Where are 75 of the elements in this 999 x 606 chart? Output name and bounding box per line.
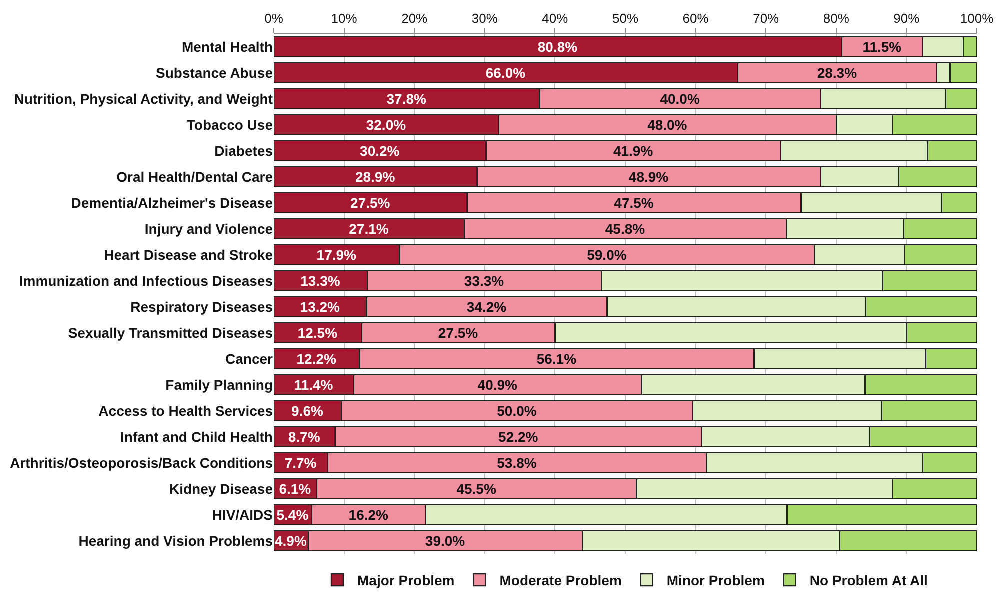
data-label: 30.2% xyxy=(360,143,400,159)
y-tick-label: Injury and Violence xyxy=(144,220,274,237)
x-tick-label: 70% xyxy=(753,10,780,26)
data-label: 8.7% xyxy=(288,429,321,445)
y-tick-label: Dementia/Alzheimer's Disease xyxy=(71,194,274,211)
legend-label: Major Problem xyxy=(358,572,455,588)
x-tick-label: 20% xyxy=(402,10,428,26)
data-label: 4.9% xyxy=(274,533,308,549)
legend-label: Moderate Problem xyxy=(500,572,622,588)
data-label: 39.0% xyxy=(425,533,466,549)
y-tick-label: Sexually Transmitted Diseases xyxy=(68,324,274,341)
data-label: 27.5% xyxy=(350,195,391,211)
y-tick-label: Mental Health xyxy=(182,38,273,55)
data-label: 45.5% xyxy=(456,481,497,497)
x-tick-label: 10% xyxy=(331,10,358,26)
data-label: 11.5% xyxy=(862,39,902,55)
data-label: 48.0% xyxy=(648,117,688,133)
data-label: 52.2% xyxy=(498,429,539,445)
data-label: 12.5% xyxy=(298,325,338,341)
legend-label: No Problem At All xyxy=(810,572,928,588)
y-tick-label: Immunization and Infectious Diseases xyxy=(19,272,274,289)
x-tick-label: 30% xyxy=(472,10,498,26)
data-label: 32.0% xyxy=(366,117,407,133)
data-label: 9.6% xyxy=(292,403,324,419)
y-tick-label: Arthritis/Osteoporosis/Back Conditions xyxy=(10,454,274,471)
data-label: 50.0% xyxy=(497,403,538,419)
y-tick-label: Heart Disease and Stroke xyxy=(104,246,274,263)
y-tick-label: Diabetes xyxy=(214,142,274,159)
y-tick-label: Cancer xyxy=(226,350,274,367)
data-label: 56.1% xyxy=(536,351,578,367)
data-label: 45.8% xyxy=(605,221,646,237)
data-label: 7.7% xyxy=(284,455,318,471)
data-label: 28.9% xyxy=(355,169,396,185)
data-label: 27.5% xyxy=(438,325,479,341)
y-tick-label: Oral Health/Dental Care xyxy=(116,168,274,185)
y-tick-label: Nutrition, Physical Activity, and Weight xyxy=(14,90,274,107)
data-label: 47.5% xyxy=(614,195,654,211)
data-label: 11.4% xyxy=(294,377,334,393)
data-label: 34.2% xyxy=(466,299,508,315)
y-tick-label: Family Planning xyxy=(166,376,273,393)
x-tick-label: 80% xyxy=(823,10,850,26)
data-label: 17.9% xyxy=(316,247,358,263)
y-tick-label: Respiratory Diseases xyxy=(130,298,274,315)
data-label: 13.2% xyxy=(300,299,341,315)
y-tick-label: Infant and Child Health xyxy=(120,428,273,445)
y-tick-label: Tobacco Use xyxy=(186,116,274,133)
x-tick-label: 100% xyxy=(960,10,994,26)
data-label: 80.8% xyxy=(538,39,578,55)
y-tick-label: Access to Health Services xyxy=(98,402,274,419)
data-label: 48.9% xyxy=(628,169,670,185)
data-label: 28.3% xyxy=(817,65,858,81)
x-tick-label: 0% xyxy=(264,10,284,26)
x-tick-label: 50% xyxy=(612,10,639,26)
data-label: 6.1% xyxy=(279,481,312,497)
data-label: 53.8% xyxy=(497,455,538,471)
y-tick-label: Hearing and Vision Problems xyxy=(78,532,274,549)
data-label: 37.8% xyxy=(386,91,427,107)
data-label: 27.1% xyxy=(349,221,390,237)
data-label: 66.0% xyxy=(486,65,526,81)
data-label: 12.2% xyxy=(296,351,338,367)
x-tick-label: 90% xyxy=(894,10,920,26)
data-label: 59.0% xyxy=(587,247,628,263)
data-label: 40.0% xyxy=(660,91,700,107)
data-label: 40.9% xyxy=(478,377,518,393)
data-label: 5.4% xyxy=(276,507,310,523)
x-tick-label: 60% xyxy=(682,10,710,26)
data-label: 41.9% xyxy=(613,143,654,159)
data-label: 33.3% xyxy=(464,273,505,289)
legend-label: Minor Problem xyxy=(666,572,765,588)
y-tick-label: HIV/AIDS xyxy=(212,506,273,523)
y-tick-label: Substance Abuse xyxy=(156,64,274,81)
data-label: 13.3% xyxy=(300,273,341,289)
y-tick-label: Kidney Disease xyxy=(170,480,274,497)
x-tick-label: 40% xyxy=(542,10,569,26)
data-label: 16.2% xyxy=(348,507,390,523)
